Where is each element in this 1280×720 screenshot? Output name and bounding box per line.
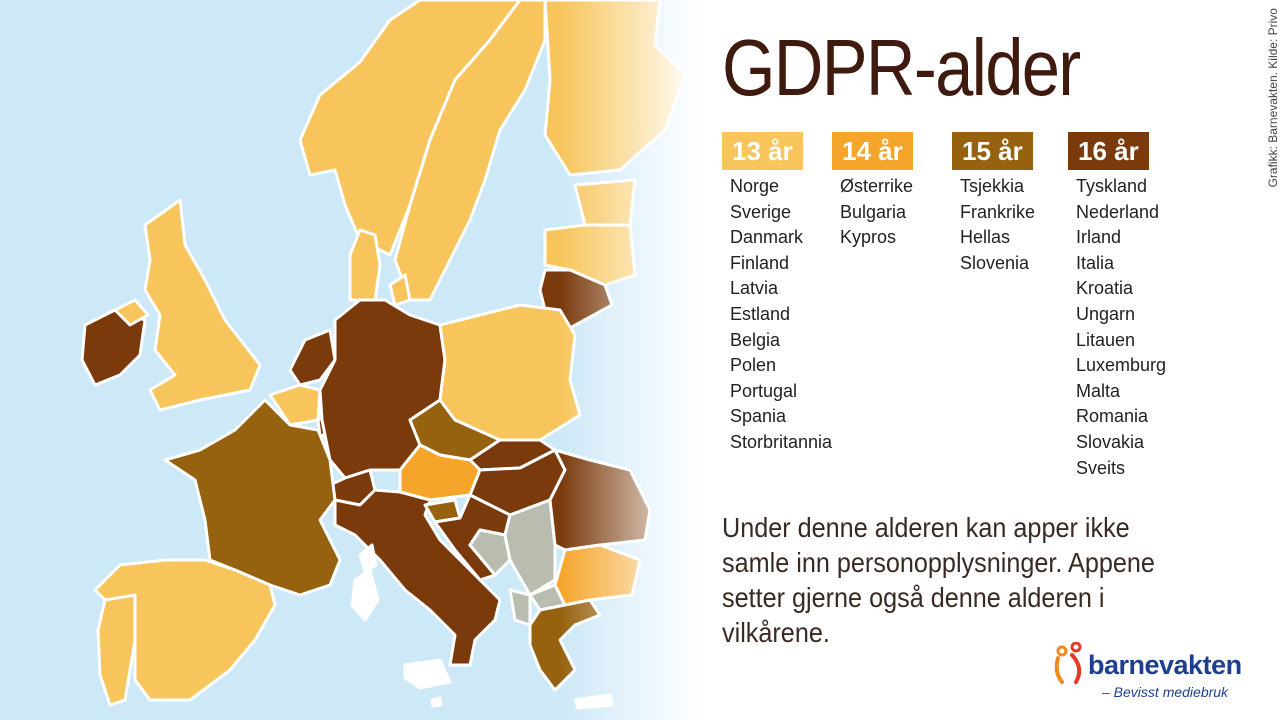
europe-map: [0, 0, 700, 720]
group-14-header: 14 år: [832, 132, 913, 170]
country-item: Kroatia: [1076, 278, 1134, 299]
country-item: Romania: [1076, 406, 1149, 427]
group-15: 15 år Tsjekkia Frankrike Hellas Slovenia: [952, 132, 1035, 276]
country-item: Nederland: [1076, 201, 1160, 222]
country-item: Slovakia: [1076, 431, 1145, 452]
country-item: Østerrike: [840, 176, 914, 196]
group-16-list: Tyskland Nederland Irland Italia Kroatia…: [1068, 174, 1166, 481]
country-corsica: [358, 543, 378, 574]
source-credit: Grafikk: Barnevakten. Kilde: Privo: [1266, 8, 1280, 188]
country-item: Bulgaria: [840, 201, 907, 222]
country-item: Spania: [730, 406, 787, 427]
country-item: Frankrike: [960, 201, 1036, 222]
two-children-figure-icon: [1054, 642, 1082, 684]
group-16-header: 16 år: [1068, 132, 1149, 170]
country-item: Kypros: [840, 227, 897, 248]
country-item: Storbritannia: [730, 431, 833, 452]
country-northern-ireland: [113, 298, 150, 327]
country-item: Estland: [730, 303, 791, 324]
group-13: 13 år Norge Sverige Danmark Finland Latv…: [722, 132, 832, 456]
country-malta: [430, 696, 443, 708]
country-sweden: [393, 0, 547, 302]
country-denmark-islands: [388, 273, 412, 307]
country-item: Tsjekkia: [960, 176, 1025, 196]
explanation-text: Under denne alderen kan apper ikke samle…: [722, 512, 1155, 648]
map-fade: [560, 0, 700, 720]
country-item: Malta: [1076, 380, 1121, 401]
group-14-list: Østerrike Bulgaria Kypros: [832, 174, 913, 251]
country-item: Luxemburg: [1076, 355, 1167, 376]
group-16: 16 år Tyskland Nederland Irland Italia K…: [1068, 132, 1166, 481]
logo-name: barnevakten: [1088, 650, 1242, 680]
country-sicily: [403, 658, 452, 690]
group-15-list: Tsjekkia Frankrike Hellas Slovenia: [952, 174, 1035, 276]
country-denmark: [348, 228, 382, 302]
country-poland: [438, 303, 582, 442]
group-15-header: 15 år: [952, 132, 1033, 170]
country-item: Danmark: [730, 227, 804, 248]
country-united-kingdom: [143, 198, 262, 412]
country-netherlands: [288, 328, 337, 387]
country-item: Slovenia: [960, 252, 1030, 273]
group-13-list: Norge Sverige Danmark Finland Latvia Est…: [722, 174, 832, 456]
logo-tagline: – Bevisst mediebruk: [1102, 684, 1229, 700]
page-title: GDPR-alder: [722, 23, 1081, 112]
country-item: Italia: [1076, 252, 1115, 273]
country-item: Sverige: [730, 201, 792, 222]
country-item: Finland: [730, 252, 790, 273]
group-14: 14 år Østerrike Bulgaria Kypros: [832, 132, 913, 251]
country-item: Irland: [1076, 227, 1122, 248]
country-item: Portugal: [730, 380, 798, 401]
barnevakten-logo: barnevakten – Bevisst mediebruk: [1050, 640, 1250, 710]
country-france: [163, 398, 342, 597]
country-item: Tyskland: [1076, 176, 1148, 196]
country-item: Ungarn: [1076, 303, 1136, 324]
country-portugal: [96, 593, 137, 707]
country-item: Sveits: [1076, 457, 1126, 478]
country-item: Belgia: [730, 329, 781, 350]
country-item: Hellas: [960, 227, 1011, 248]
group-13-header: 13 år: [722, 132, 803, 170]
country-item: Norge: [730, 176, 780, 196]
country-item: Latvia: [730, 278, 779, 299]
country-item: Litauen: [1076, 329, 1136, 350]
country-spain: [93, 558, 277, 702]
country-italy: [333, 488, 502, 667]
country-item: Polen: [730, 355, 777, 376]
